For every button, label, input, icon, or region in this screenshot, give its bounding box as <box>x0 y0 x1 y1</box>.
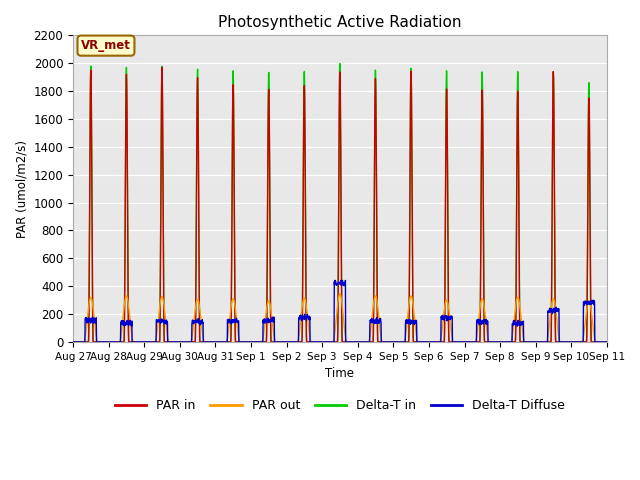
Title: Photosynthetic Active Radiation: Photosynthetic Active Radiation <box>218 15 461 30</box>
Y-axis label: PAR (umol/m2/s): PAR (umol/m2/s) <box>15 140 28 238</box>
Legend: PAR in, PAR out, Delta-T in, Delta-T Diffuse: PAR in, PAR out, Delta-T in, Delta-T Dif… <box>109 394 570 417</box>
X-axis label: Time: Time <box>326 367 355 380</box>
Text: VR_met: VR_met <box>81 39 131 52</box>
